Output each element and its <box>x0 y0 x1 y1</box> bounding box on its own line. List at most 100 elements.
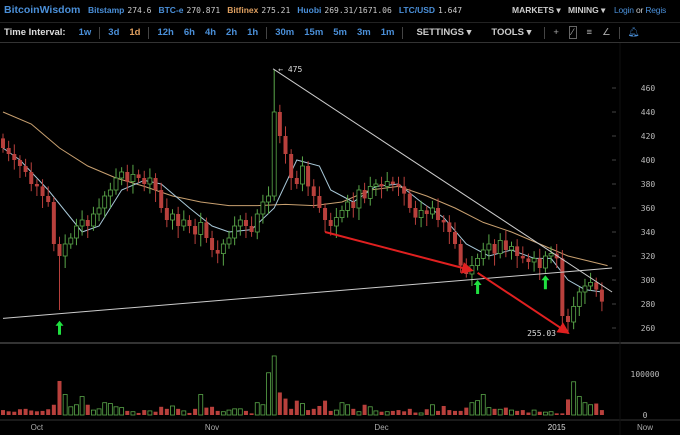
interval-12h[interactable]: 12h <box>157 27 174 38</box>
candle-body <box>283 136 288 154</box>
candle <box>294 170 299 189</box>
volume-bar <box>119 407 125 416</box>
settings-dropdown[interactable]: SETTINGS ▾ <box>416 27 472 38</box>
interval-1m[interactable]: 1m <box>380 27 395 38</box>
mining-menu[interactable]: MINING ▾ <box>568 5 606 15</box>
interval-30m[interactable]: 30m <box>275 27 295 38</box>
interval-1d[interactable]: 1d <box>129 27 141 38</box>
volume-bar <box>243 410 248 415</box>
interval-4h[interactable]: 4h <box>204 27 217 38</box>
candle <box>243 212 248 238</box>
register-link[interactable]: Regis <box>645 5 667 15</box>
candle-body <box>418 209 424 218</box>
volume-bar <box>23 408 28 415</box>
volume-bar <box>17 409 22 415</box>
volume-bar <box>283 398 288 415</box>
candle <box>379 176 384 199</box>
candle-body <box>260 201 266 215</box>
volume-tick-label: 100000 <box>631 370 660 379</box>
interval-15m[interactable]: 15m <box>304 27 324 38</box>
candle <box>107 182 113 208</box>
candle-body <box>384 181 390 187</box>
alert-bell-icon[interactable]: 🔔︎ <box>627 27 640 38</box>
volume-bar <box>210 406 215 415</box>
candle <box>170 209 175 230</box>
interval-3m[interactable]: 3m <box>357 27 371 38</box>
x-end-label: Now <box>637 423 653 432</box>
candle <box>373 179 379 196</box>
divider <box>266 26 268 39</box>
candle <box>594 277 599 297</box>
candle <box>289 149 294 190</box>
volume-bar <box>306 410 311 415</box>
candle-body <box>453 232 457 244</box>
candle-body <box>51 202 56 244</box>
candle <box>531 251 537 272</box>
candle-body <box>396 184 401 187</box>
candle-body <box>436 208 441 220</box>
candle-body <box>153 178 158 190</box>
trendline <box>272 68 613 293</box>
volume-bar <box>333 409 339 416</box>
candle-body <box>79 219 85 227</box>
markets-menu[interactable]: MARKETS ▾ <box>512 5 561 15</box>
interval-5m[interactable]: 5m <box>333 27 347 38</box>
horizontal-lines-icon[interactable]: ≡ <box>586 27 593 38</box>
tools-dropdown[interactable]: TOOLS ▾ <box>491 27 532 38</box>
candle-body <box>142 178 147 184</box>
ticker-market[interactable]: Bitfinex <box>227 5 259 15</box>
volume-bar <box>497 408 503 416</box>
volume-bar <box>351 408 356 415</box>
ticker-bar: Bitstamp 274.6 BTC-e 270.871 Bitfinex 275.21 H… <box>88 5 469 15</box>
volume-bar <box>113 406 119 416</box>
trendline-icon[interactable]: ⁄ <box>568 26 577 39</box>
candle <box>424 205 429 226</box>
login-link[interactable]: Login <box>614 5 634 15</box>
toolbar: Time Interval: 1w 3d 1d 12h 6h 4h 2h 1h 30m 15m 5m… <box>0 23 680 43</box>
interval-1h[interactable]: 1h <box>247 27 259 38</box>
ticker-market[interactable]: Huobi <box>297 5 322 15</box>
candle <box>396 176 401 196</box>
candle-body <box>294 178 299 184</box>
candle <box>102 191 108 218</box>
volume-bar <box>413 412 418 415</box>
volume-bar <box>237 408 243 416</box>
candle <box>136 169 141 183</box>
logo[interactable]: BitcoinWisdom <box>4 4 81 16</box>
volume-bar <box>51 404 56 415</box>
volume-bar <box>373 410 379 416</box>
trendline <box>2 267 613 319</box>
volume-bar <box>271 355 277 416</box>
interval-2h[interactable]: 2h <box>226 27 238 38</box>
interval-1w[interactable]: 1w <box>78 27 92 38</box>
volume-bar <box>254 402 260 416</box>
ticker-market[interactable]: Bitstamp <box>88 5 125 15</box>
divider <box>148 26 150 39</box>
candle <box>130 164 136 194</box>
volume-bar <box>447 410 452 415</box>
interval-6h[interactable]: 6h <box>183 27 195 38</box>
candle-body <box>136 174 141 178</box>
volume-bar <box>486 407 492 416</box>
ticker-market[interactable]: LTC/USD <box>398 5 436 15</box>
interval-3d[interactable]: 3d <box>108 27 120 38</box>
volume-bar <box>582 402 588 416</box>
candle <box>345 194 351 218</box>
crosshair-icon[interactable]: + <box>553 27 559 38</box>
candle-body <box>576 291 582 307</box>
x-tick-label: Dec <box>374 423 388 432</box>
candle-body <box>317 196 322 208</box>
candle <box>271 70 277 201</box>
candle-body <box>62 243 68 257</box>
top-header: BitcoinWisdom Bitstamp 274.6 BTC-e 270.871 B… <box>0 0 680 23</box>
volume-bar <box>147 410 153 416</box>
volume-bar <box>475 400 481 416</box>
candle <box>113 168 119 195</box>
ticker-market[interactable]: BTC-e <box>158 5 184 15</box>
candle <box>548 246 554 264</box>
candle-body <box>277 112 282 136</box>
candle <box>362 182 367 204</box>
fan-icon[interactable]: ∠ <box>602 27 611 38</box>
or-text: or <box>635 5 644 15</box>
